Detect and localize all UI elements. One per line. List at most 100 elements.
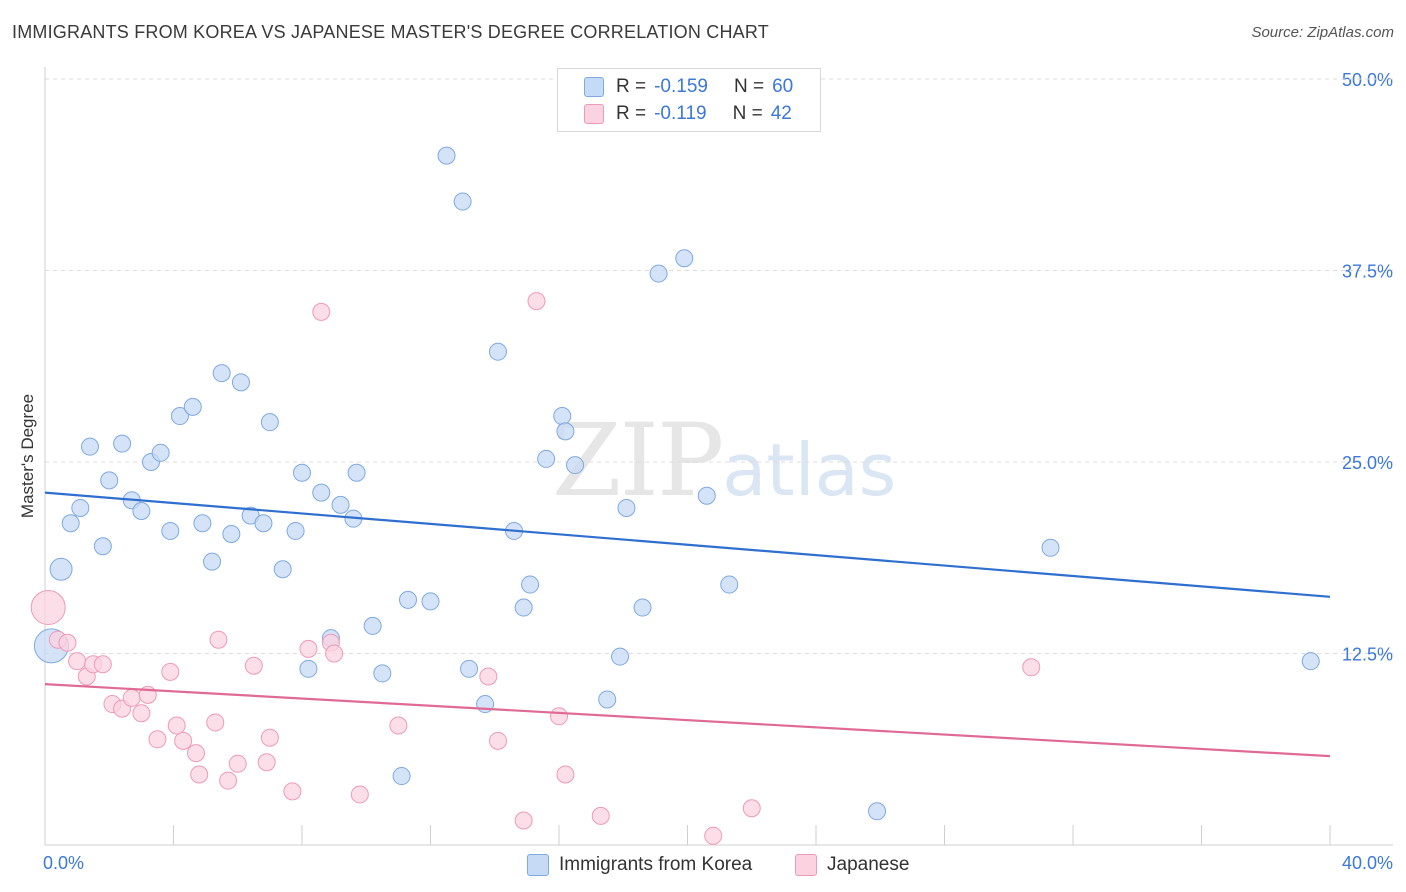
korea-point [566, 456, 585, 475]
japanese-point [312, 302, 331, 321]
japanese-point [190, 765, 209, 784]
korea-point [437, 146, 456, 165]
korea-point [71, 498, 90, 517]
korea-point [49, 557, 73, 581]
japanese-point [209, 630, 228, 649]
korea-point [537, 449, 556, 468]
legend-item-korea[interactable]: Immigrants from Korea [527, 853, 752, 877]
korea-point [421, 592, 440, 611]
japanese-point [389, 716, 408, 735]
korea-point [286, 521, 305, 540]
japanese-point [556, 765, 575, 784]
japanese-point [206, 713, 225, 732]
japanese-point [174, 731, 193, 750]
japanese-point [742, 799, 761, 818]
korea-point [93, 537, 112, 556]
korea-point [61, 514, 80, 533]
japanese-point [1022, 658, 1041, 677]
japanese-point [93, 655, 112, 674]
korea-point [675, 249, 694, 268]
korea-point [392, 767, 411, 786]
korea-point [556, 422, 575, 441]
japanese-point [283, 782, 302, 801]
korea-n-value: 60 [772, 76, 794, 97]
chart-title: IMMIGRANTS FROM KOREA VS JAPANESE MASTER… [12, 22, 769, 42]
y-tick-label: 50.0% [1342, 70, 1393, 90]
japanese-point [514, 811, 533, 830]
korea-point [293, 463, 311, 482]
japanese-n-value: 42 [770, 103, 792, 124]
korea-point [80, 437, 99, 456]
japanese-swatch [584, 104, 604, 124]
japanese-point [228, 754, 247, 773]
japanese-point [257, 753, 276, 772]
korea-point [488, 342, 507, 361]
korea-r-label: R = [616, 76, 647, 97]
korea-point [720, 575, 739, 594]
korea-point [331, 495, 350, 514]
korea-point [598, 690, 617, 709]
korea-r-value: -0.159 [654, 76, 708, 97]
korea-point [521, 575, 540, 594]
korea-point [399, 590, 418, 609]
y-tick-label: 12.5% [1342, 645, 1393, 665]
korea-point [231, 373, 250, 392]
korea-point [132, 502, 151, 521]
japanese-point [148, 730, 167, 749]
japanese-point [260, 728, 279, 747]
korea-point [212, 364, 231, 383]
legend-korea-swatch [527, 854, 549, 876]
korea-point [617, 498, 636, 517]
japanese-point [30, 590, 66, 626]
x-tick-label: 0.0% [43, 853, 84, 873]
japanese-point [161, 662, 180, 681]
korea-point [363, 616, 382, 635]
japanese-point [550, 707, 568, 726]
y-tick-label: 37.5% [1342, 262, 1393, 282]
korea-point [100, 471, 119, 490]
japanese-trend-line [44, 683, 1331, 758]
korea-point [611, 647, 630, 666]
korea-point [347, 463, 366, 482]
korea-point [183, 397, 202, 416]
korea-point [273, 560, 292, 579]
japanese-point [527, 292, 546, 311]
korea-point [868, 802, 887, 821]
legend-japanese-label: Japanese [827, 854, 910, 875]
korea-point [649, 264, 668, 283]
y-tick-label: 25.0% [1342, 453, 1393, 473]
korea-point [373, 664, 392, 683]
korea-point [222, 525, 241, 544]
korea-point [514, 598, 533, 617]
korea-point [299, 659, 318, 678]
japanese-point [167, 716, 186, 735]
korea-trend-line [44, 491, 1331, 598]
korea-point [1301, 652, 1320, 671]
stats-row-japanese: R = -0.119 N = 42 [584, 102, 792, 126]
korea-point [260, 413, 279, 432]
korea-point [312, 483, 331, 502]
korea-point [161, 521, 180, 540]
korea-point [193, 514, 212, 533]
japanese-r-label: R = [616, 103, 647, 124]
korea-point [453, 192, 472, 211]
korea-point [460, 659, 479, 678]
japanese-point [122, 688, 141, 707]
japanese-point [186, 744, 205, 763]
japanese-point [591, 806, 610, 825]
korea-point [1041, 538, 1060, 557]
japanese-point [58, 633, 77, 652]
korea-point [553, 407, 572, 426]
korea-point [151, 443, 170, 462]
japanese-point [299, 639, 318, 658]
legend-japanese-swatch [795, 854, 817, 876]
watermark-atlas: atlas [722, 428, 897, 512]
stats-box: R = -0.159 N = 60 R = -0.119 N = 42 [557, 68, 821, 132]
japanese-point [219, 771, 238, 790]
legend-item-japanese[interactable]: Japanese [795, 853, 909, 877]
japanese-point [704, 826, 723, 845]
korea-point [697, 486, 716, 505]
japanese-point [350, 785, 369, 804]
japanese-point [68, 652, 87, 671]
korea-point [254, 514, 273, 533]
